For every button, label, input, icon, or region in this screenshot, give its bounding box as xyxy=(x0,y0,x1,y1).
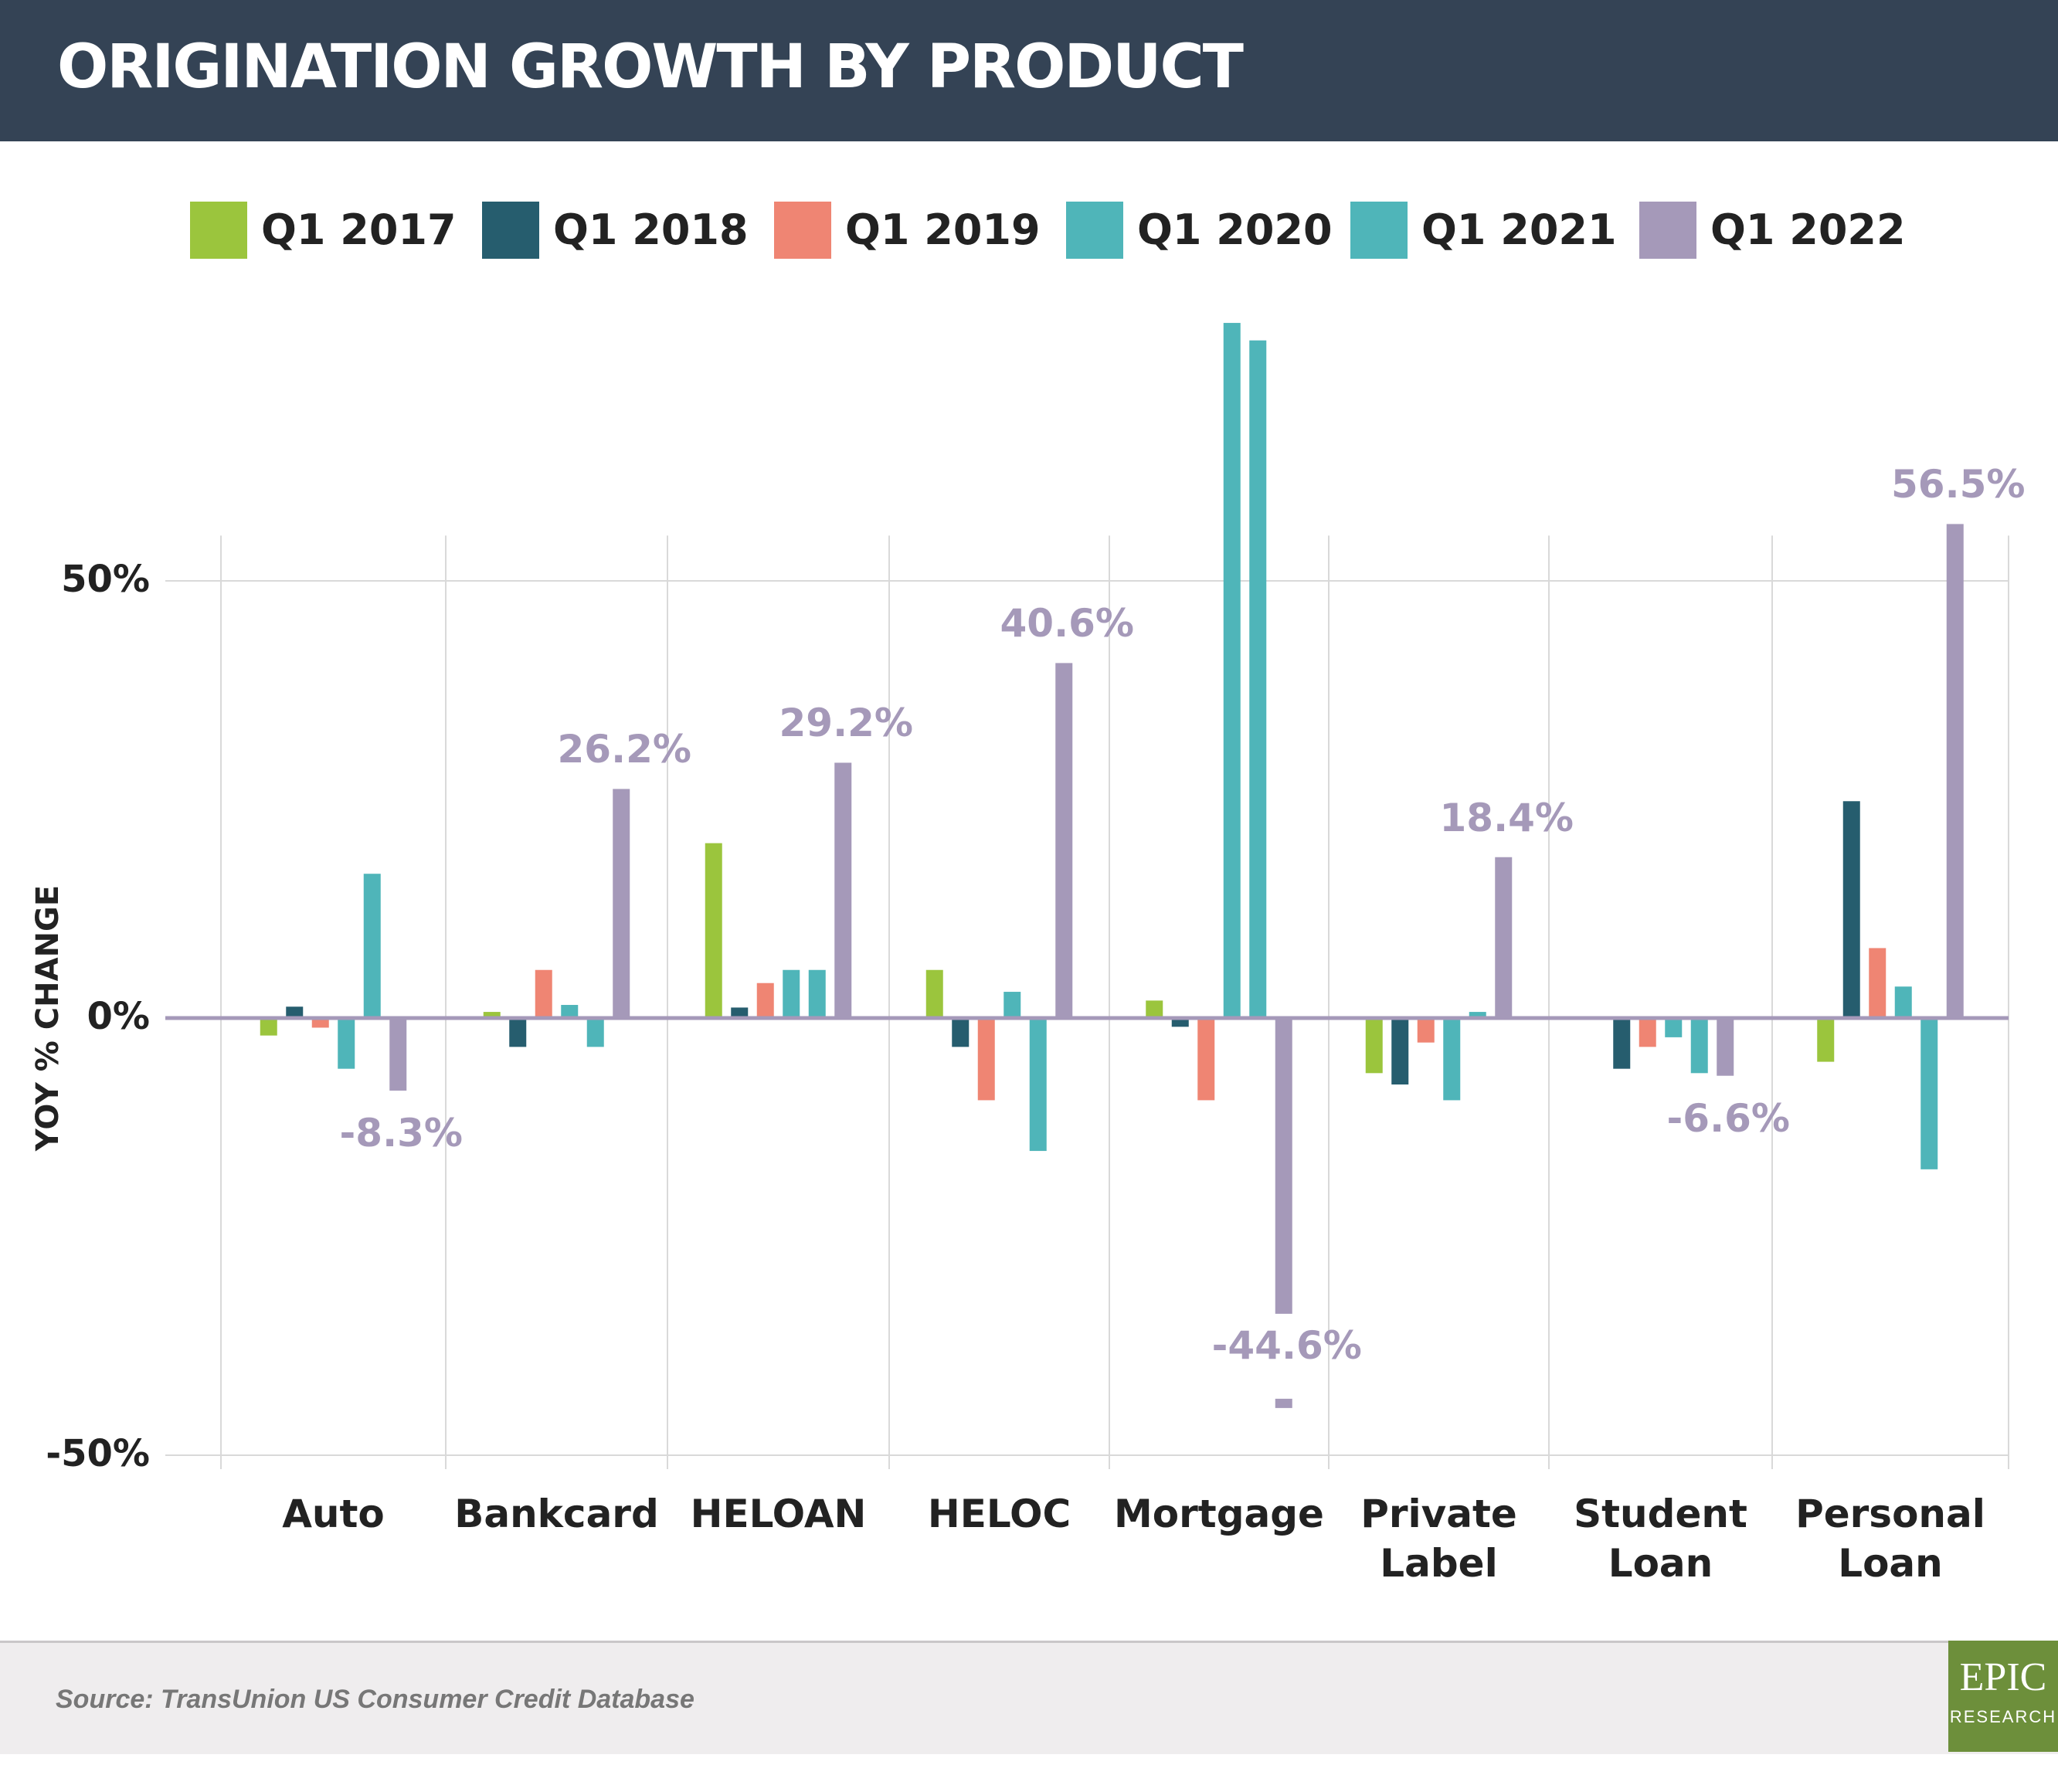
bar xyxy=(1690,1018,1708,1074)
bar xyxy=(363,874,381,1018)
bar xyxy=(731,1007,749,1018)
bar-chart xyxy=(165,323,2009,1469)
bar xyxy=(286,1006,304,1018)
bar xyxy=(1665,1018,1683,1037)
y-axis-label: YOY % CHANGE xyxy=(30,884,66,1152)
bar xyxy=(1443,1018,1461,1101)
chart-title: ORIGINATION GROWTH BY PRODUCT xyxy=(57,32,1244,102)
bar xyxy=(260,1018,277,1036)
y-tick-label: 50% xyxy=(61,558,150,601)
x-tick-label: Bankcard xyxy=(454,1492,659,1536)
label-break xyxy=(1271,1313,1296,1399)
bar xyxy=(1469,1012,1486,1018)
legend-label: Q1 2020 xyxy=(1137,205,1333,254)
bar xyxy=(1842,801,1860,1018)
bar xyxy=(783,969,800,1018)
bar xyxy=(1004,992,1021,1018)
y-tick-label: 0% xyxy=(87,995,151,1038)
bar xyxy=(1275,1018,1292,1408)
bar xyxy=(808,969,826,1018)
bar xyxy=(509,1018,527,1047)
bar xyxy=(613,789,630,1018)
x-tick-label: Private Label xyxy=(1360,1492,1517,1586)
y-tick-label: -50% xyxy=(46,1432,150,1475)
bar xyxy=(338,1018,355,1069)
bar xyxy=(483,1012,501,1018)
bar xyxy=(1639,1018,1656,1047)
data-label: 29.2% xyxy=(779,701,913,746)
legend: Q1 2017 Q1 2018 Q1 2019 Q1 2020 Q1 2021 Q1 20… xyxy=(0,199,2058,261)
x-tick-label: Auto xyxy=(282,1492,385,1536)
bar xyxy=(1869,948,1886,1018)
bar xyxy=(756,983,774,1018)
bar xyxy=(1817,1018,1835,1062)
bar xyxy=(1946,524,1964,1018)
bar xyxy=(1029,1018,1047,1152)
data-label: 56.5% xyxy=(1891,462,2026,507)
data-label: 26.2% xyxy=(557,727,691,772)
legend-swatch xyxy=(1066,202,1123,259)
x-tick-label: Student Loan xyxy=(1574,1492,1747,1586)
bar xyxy=(1920,1018,1938,1169)
legend-swatch xyxy=(482,202,539,259)
header-bar: ORIGINATION GROWTH BY PRODUCT xyxy=(0,0,2058,141)
legend-swatch xyxy=(1350,202,1408,259)
legend-label: Q1 2018 xyxy=(553,205,749,254)
x-tick-label: HELOC xyxy=(927,1492,1071,1536)
bar xyxy=(1249,340,1267,1018)
legend-swatch xyxy=(190,202,247,259)
x-tick-label: HELOAN xyxy=(690,1492,867,1536)
logo-sub-text: RESEARCH xyxy=(1949,1707,2057,1726)
data-label: 18.4% xyxy=(1439,795,1574,840)
bar xyxy=(705,843,722,1018)
footer: Source: TransUnion US Consumer Credit Da… xyxy=(0,1641,2058,1754)
bar xyxy=(952,1018,970,1047)
data-label: 40.6% xyxy=(1000,601,1134,647)
x-tick-label: Mortgage xyxy=(1114,1492,1324,1536)
bar xyxy=(1197,1018,1215,1101)
bar xyxy=(535,969,552,1018)
bar xyxy=(561,1005,579,1018)
legend-label: Q1 2021 xyxy=(1421,205,1617,254)
bar xyxy=(1613,1018,1631,1069)
bar xyxy=(1894,986,1912,1018)
bar xyxy=(311,1018,329,1028)
bar xyxy=(1223,323,1241,1018)
legend-swatch xyxy=(1639,202,1696,259)
bar xyxy=(977,1018,995,1101)
data-label: -6.6% xyxy=(1666,1095,1790,1141)
bar xyxy=(1495,857,1513,1018)
legend-swatch xyxy=(774,202,831,259)
legend-label: Q1 2017 xyxy=(261,205,457,254)
legend-label: Q1 2022 xyxy=(1710,205,1906,254)
epic-research-logo: EPIC RESEARCH xyxy=(1948,1641,2058,1752)
bar xyxy=(586,1018,604,1047)
x-tick-label: Personal Loan xyxy=(1795,1492,1985,1586)
logo-main-text: EPIC xyxy=(1959,1655,2047,1699)
legend-label: Q1 2019 xyxy=(845,205,1041,254)
bar xyxy=(1055,663,1073,1018)
data-label: -8.3% xyxy=(339,1110,463,1156)
bar xyxy=(1365,1018,1383,1074)
source-note: Source: TransUnion US Consumer Credit Da… xyxy=(56,1685,694,1714)
bar xyxy=(1717,1018,1734,1076)
bar xyxy=(1146,1000,1163,1018)
data-label: -44.6% xyxy=(1211,1322,1362,1368)
bar xyxy=(1391,1018,1409,1085)
bar xyxy=(834,762,852,1018)
bar xyxy=(1171,1018,1189,1027)
bar xyxy=(925,969,943,1018)
bar xyxy=(1417,1018,1435,1043)
bar xyxy=(389,1018,407,1091)
